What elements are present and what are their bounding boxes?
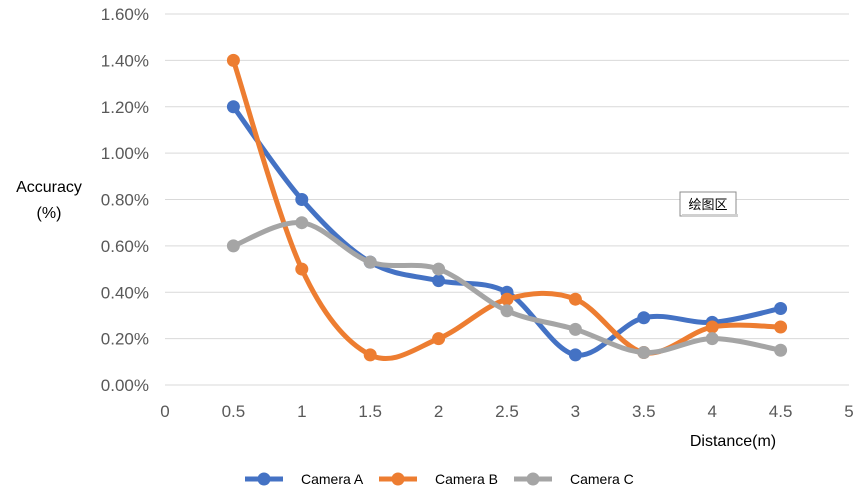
legend-swatch-marker	[257, 472, 271, 486]
x-tick-label: 0	[160, 402, 169, 421]
legend-item-camera-a[interactable]: Camera A	[245, 471, 364, 487]
data-point-camera-c	[226, 239, 240, 253]
y-axis-label: Accuracy	[16, 179, 82, 196]
x-tick-label: 3.5	[632, 402, 656, 421]
x-tick-label: 2	[434, 402, 443, 421]
y-tick-label: 0.60%	[101, 237, 149, 256]
x-tick-label: 4	[707, 402, 716, 421]
data-point-camera-c	[637, 346, 651, 360]
legend[interactable]: Camera A Camera B Camera C	[245, 471, 634, 487]
y-tick-label: 0.20%	[101, 330, 149, 349]
x-tick-label: 2.5	[495, 402, 519, 421]
data-point-camera-c	[500, 304, 514, 318]
y-tick-label: 0.00%	[101, 376, 149, 395]
series-line-camera-a	[230, 104, 784, 358]
plot-area-tooltip: 绘图区	[679, 191, 738, 217]
legend-label: Camera A	[301, 471, 364, 487]
y-tick-labels: 0.00% 0.20% 0.40% 0.60% 0.80% 1.00% 1.20% 1.40%…	[101, 5, 149, 395]
tooltip-box	[679, 191, 737, 217]
y-tick-label: 1.00%	[101, 144, 149, 163]
data-point-camera-b	[363, 348, 377, 362]
data-point-camera-c	[568, 322, 582, 336]
data-point-camera-a	[774, 301, 788, 315]
data-point-camera-c	[432, 262, 446, 276]
data-point-camera-b	[705, 320, 719, 334]
data-point-camera-b	[226, 53, 240, 67]
x-tick-label: 1	[297, 402, 306, 421]
x-tick-label: 4.5	[769, 402, 793, 421]
y-tick-label: 1.20%	[101, 98, 149, 117]
y-tick-label: 1.40%	[101, 51, 149, 70]
tooltip-shadow	[682, 214, 738, 217]
y-tick-label: 1.60%	[101, 5, 149, 24]
data-point-camera-b	[774, 320, 788, 334]
tooltip-text: 绘图区	[688, 198, 727, 213]
legend-item-camera-b[interactable]: Camera B	[379, 471, 498, 487]
data-point-camera-a	[295, 193, 309, 206]
x-axis-label: Distance(m)	[690, 433, 776, 450]
x-tick-label: 5	[844, 402, 853, 421]
data-point-camera-a	[226, 100, 240, 114]
data-point-camera-a	[568, 348, 582, 362]
y-axis-unit: (%)	[37, 205, 62, 222]
series-camera-a	[226, 100, 788, 362]
data-point-camera-c	[363, 255, 377, 269]
data-point-camera-c	[774, 343, 788, 357]
legend-label: Camera B	[435, 471, 498, 487]
x-tick-label: 0.5	[222, 402, 246, 421]
series-camera-c	[226, 216, 788, 360]
data-point-camera-a	[432, 274, 446, 288]
x-tick-label: 1.5	[358, 402, 382, 421]
data-point-camera-a	[637, 311, 651, 325]
x-tick-label: 3	[571, 402, 580, 421]
data-point-camera-b	[500, 292, 514, 306]
x-tick-labels: 0 0.5 1 1.5 2 2.5 3 3.5 4 4.5 5	[160, 402, 853, 421]
gridlines	[165, 13, 849, 386]
series-lines	[226, 53, 788, 362]
data-point-camera-b	[432, 332, 446, 346]
legend-swatch-marker	[391, 472, 405, 486]
data-point-camera-c	[705, 332, 719, 346]
y-tick-label: 0.40%	[101, 283, 149, 302]
data-point-camera-b	[295, 262, 309, 276]
data-point-camera-b	[568, 292, 582, 306]
y-tick-label: 0.80%	[101, 191, 149, 210]
data-point-camera-c	[295, 216, 309, 230]
legend-swatch-marker	[526, 472, 540, 486]
legend-item-camera-c[interactable]: Camera C	[514, 471, 634, 487]
series-camera-b	[226, 53, 788, 362]
legend-label: Camera C	[570, 471, 634, 487]
